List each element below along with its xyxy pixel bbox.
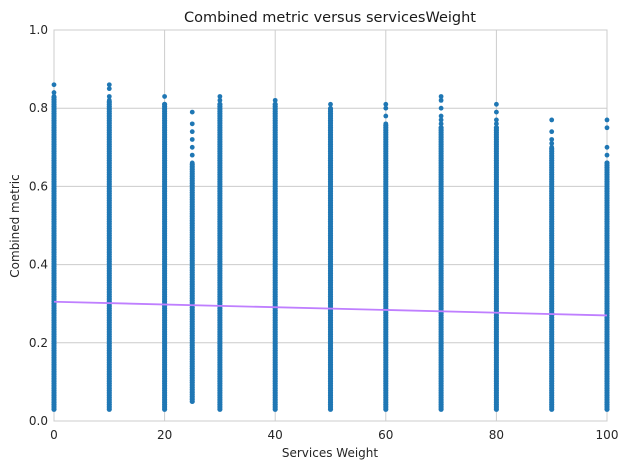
data-point-outlier [106, 82, 112, 88]
chart-title: Combined metric versus servicesWeight [184, 10, 476, 26]
data-point-outlier [438, 113, 444, 119]
data-point-outlier [162, 101, 168, 107]
x-tick-label: 20 [157, 428, 172, 442]
data-point-outlier [549, 117, 555, 123]
data-point-outlier [162, 94, 168, 99]
x-tick-label: 60 [378, 428, 393, 442]
data-point-outlier [328, 101, 333, 107]
data-points [51, 82, 610, 412]
data-point-outlier [438, 125, 444, 131]
data-point-outlier [189, 144, 195, 150]
data-point-outlier [106, 97, 112, 103]
x-tick-label: 40 [268, 428, 283, 442]
data-point-outlier [272, 97, 278, 103]
data-point-outlier [494, 109, 499, 115]
data-point-outlier [328, 105, 333, 111]
data-point-outlier [549, 137, 555, 142]
y-tick-label: 1.0 [29, 23, 48, 37]
data-point-outlier [549, 144, 555, 150]
data-point-outlier [106, 94, 112, 99]
data-point-outlier [604, 152, 610, 158]
data-point-outlier [189, 129, 195, 135]
data-point-outlier [189, 109, 195, 115]
data-point-outlier [438, 121, 444, 127]
data-point-outlier [438, 117, 444, 123]
data-point-outlier [189, 137, 195, 142]
data-point-outlier [438, 97, 444, 103]
data-point-outlier [604, 117, 610, 123]
data-point-outlier [494, 125, 499, 131]
trend-line [53, 300, 608, 317]
data-point-outlier [383, 113, 389, 119]
y-axis-label: Combined metric [8, 174, 22, 277]
data-point-outlier [604, 125, 610, 131]
x-tick-label: 100 [596, 428, 619, 442]
y-tick-label: 0.2 [29, 336, 48, 350]
data-point-outlier [217, 97, 223, 103]
data-point-outlier [217, 101, 223, 107]
data-point-outlier [189, 152, 195, 158]
data-point-outlier [217, 94, 223, 99]
data-point-outlier [51, 82, 57, 88]
data-point-outlier [604, 144, 610, 150]
data-point-outlier [438, 105, 444, 111]
data-point-outlier [494, 117, 499, 123]
data-point-outlier [189, 121, 195, 127]
data-point-outlier [189, 160, 195, 166]
trend-line-group [53, 300, 608, 317]
data-point-outlier [383, 101, 389, 107]
y-tick-label: 0.0 [29, 414, 48, 428]
data-point-outlier [51, 90, 57, 95]
data-point-outlier [549, 129, 555, 135]
y-tick-label: 0.4 [29, 258, 48, 272]
data-point-outlier [51, 94, 57, 99]
data-point-outlier [549, 140, 555, 146]
tick-labels: 0 20 40 60 80 100 0.0 0.2 0.4 0.6 0.8 1.0 [29, 23, 619, 442]
data-point-outlier [383, 105, 389, 111]
data-point-outlier [494, 101, 499, 107]
y-tick-label: 0.6 [29, 179, 48, 193]
y-tick-label: 0.8 [29, 101, 48, 115]
x-tick-label: 80 [489, 428, 504, 442]
data-point-outlier [106, 86, 112, 92]
data-point-outlier [438, 94, 444, 99]
data-point-outlier [494, 121, 499, 127]
data-point-outlier [272, 101, 278, 107]
data-point-outlier [383, 121, 389, 127]
x-axis-label: Services Weight [282, 446, 379, 460]
data-point-outlier [604, 160, 610, 166]
x-tick-label: 0 [50, 428, 58, 442]
